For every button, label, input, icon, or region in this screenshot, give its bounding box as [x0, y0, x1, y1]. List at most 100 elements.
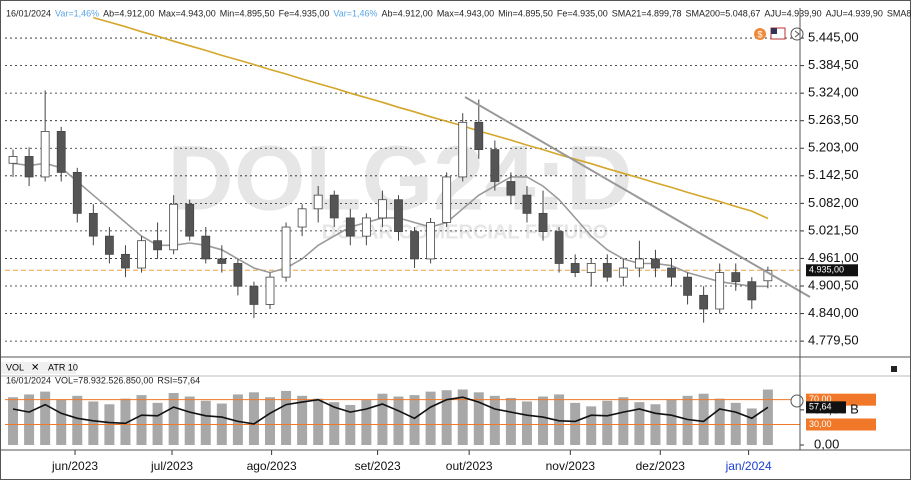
tab-bar — [1, 362, 76, 374]
rsi-level-label: 70,00 — [809, 394, 832, 404]
volume-bar — [297, 395, 308, 445]
volume-bar — [265, 397, 275, 445]
maximize-button[interactable] — [891, 366, 897, 372]
volume-bar — [457, 389, 468, 445]
volume-bar — [602, 400, 613, 445]
volume-bar — [313, 398, 324, 445]
volume-bar — [152, 402, 163, 445]
candle-body — [554, 231, 564, 264]
volume-bar — [554, 394, 565, 445]
x-tick-label: out/2023 — [446, 459, 493, 473]
x-tick-label: jan/2024 — [725, 459, 772, 473]
volume-bar — [618, 397, 629, 445]
rsi-level-box — [806, 418, 876, 431]
volume-bar — [538, 396, 549, 445]
indicator-info: VOL=78.932.526.850,00 — [55, 375, 153, 385]
tab-vol[interactable]: VOL — [6, 362, 24, 372]
y-tick-label: 5.263,50 — [808, 112, 859, 127]
info-item: AJU=4.939,90 — [764, 8, 821, 18]
candle-body — [217, 258, 227, 264]
candle-body — [329, 194, 339, 219]
volume-bar — [746, 408, 757, 445]
panel-nav-button[interactable] — [790, 394, 804, 408]
candle-body — [169, 203, 179, 251]
candle-body — [24, 156, 34, 178]
info-item: Var=1,46% — [333, 8, 377, 18]
x-tick-label: jun/2023 — [51, 459, 98, 473]
candle-body — [683, 276, 692, 296]
candle-body — [281, 226, 291, 278]
volume-bar — [120, 398, 131, 445]
volume-bar — [24, 394, 35, 445]
tab-close[interactable]: ✕ — [31, 363, 39, 374]
volume-bar — [248, 392, 259, 445]
volume-bar — [570, 402, 581, 445]
x-tick-label: set/2023 — [355, 459, 401, 473]
candle-body — [56, 131, 66, 173]
nav-button[interactable] — [790, 27, 804, 41]
candle-body — [538, 212, 548, 232]
volume-bar — [682, 395, 693, 445]
volume-bar — [634, 402, 645, 445]
candle-body — [201, 235, 211, 260]
candle-body — [522, 194, 532, 214]
volume-bar — [56, 399, 67, 445]
tab-atr[interactable]: ATR 10 — [48, 362, 78, 372]
rsi-last-box — [806, 401, 846, 414]
volume-bar — [489, 395, 500, 445]
last-price-box — [806, 264, 858, 277]
volume-bar — [281, 390, 292, 445]
volume-bar — [730, 402, 741, 445]
currency-icon[interactable] — [754, 28, 766, 40]
volume-bar — [40, 391, 51, 445]
volume-bar — [361, 400, 372, 445]
y-tick-label: 5.082,00 — [808, 195, 859, 210]
volume-bar — [200, 400, 211, 445]
candle-body — [618, 267, 628, 278]
y-tick-label: 5.142,50 — [808, 167, 859, 182]
candle-body — [72, 171, 82, 214]
candle-body — [570, 263, 580, 273]
info-item: 16/01/2024 — [6, 8, 51, 18]
candle-body — [361, 217, 371, 237]
candle-body — [586, 263, 596, 273]
x-tick-label: dez/2023 — [636, 459, 686, 473]
candle-body — [699, 294, 709, 310]
candle-body — [88, 212, 98, 237]
volume-bar — [409, 395, 420, 445]
y-tick-label: 5.445,00 — [808, 29, 859, 44]
candle-body — [137, 240, 146, 269]
flag-canton — [771, 28, 777, 34]
candle-body — [506, 181, 516, 196]
candle-body — [410, 231, 419, 260]
y-tick-label: 4.840,00 — [808, 305, 859, 320]
volume-bar — [136, 395, 147, 445]
candle-body — [602, 263, 612, 278]
volume-bar — [521, 401, 532, 445]
candle-body — [474, 121, 484, 151]
y-tick-label: 0,00 — [814, 436, 839, 451]
last-price-label: 4.935,00 — [809, 265, 844, 275]
candle-body — [458, 121, 468, 178]
y-tick-label: 4.779,50 — [808, 333, 859, 348]
y-tick-label: 4.961,00 — [808, 250, 859, 265]
x-tick-label: nov/2023 — [546, 459, 596, 473]
candle-body — [249, 285, 259, 305]
candle-body — [233, 263, 243, 287]
volume-bar — [666, 399, 677, 445]
info-item: AJU=4.939,90 — [826, 8, 883, 18]
rsi-last-label: 57,64 — [809, 402, 832, 412]
info-item: Max=4.943,00 — [437, 8, 494, 18]
candle-body — [185, 203, 195, 237]
volume-bar — [232, 394, 243, 445]
info-bar: 16/01/2024 Var=1,46% Ab=4.912,00 Max=4.943,… — [6, 8, 911, 18]
candle-body — [634, 258, 644, 269]
info-item: Ab=4.912,00 — [382, 8, 433, 18]
y-tick-label: 5.203,00 — [808, 140, 859, 155]
candle-body — [297, 208, 307, 228]
candle-body — [490, 149, 500, 182]
currency-symbol: $ — [757, 29, 762, 39]
volume-bar — [425, 391, 436, 445]
info-item: SMA200=5.048,67 — [686, 8, 761, 18]
x-tick-label: jul/2023 — [150, 459, 193, 473]
